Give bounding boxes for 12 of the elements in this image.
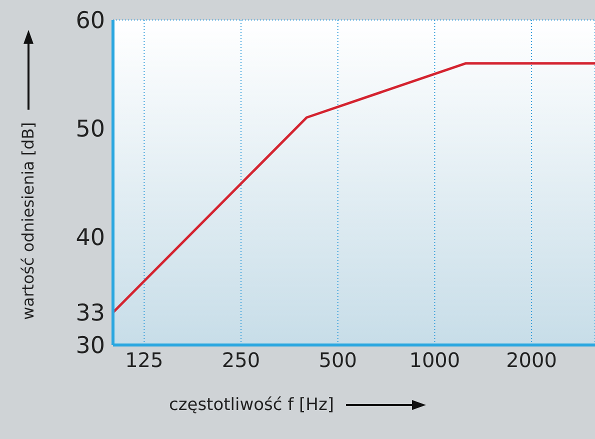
y-tick-label: 30	[76, 333, 105, 360]
y-tick-label: 33	[76, 300, 105, 327]
y-tick-label: 50	[76, 116, 105, 142]
y-axis-title: wartość odniesienia [dB]	[18, 122, 38, 320]
y-tick-label: 60	[76, 8, 105, 34]
x-tick-label: 500	[318, 348, 357, 372]
x-tick-label: 1000	[409, 348, 460, 372]
y-tick-label: 40	[76, 224, 105, 251]
x-tick-label: 250	[222, 348, 260, 372]
x-tick-label: 125	[125, 348, 164, 372]
x-axis-title: częstotliwość f [Hz]	[168, 395, 334, 415]
x-tick-label: 2000	[506, 348, 557, 372]
